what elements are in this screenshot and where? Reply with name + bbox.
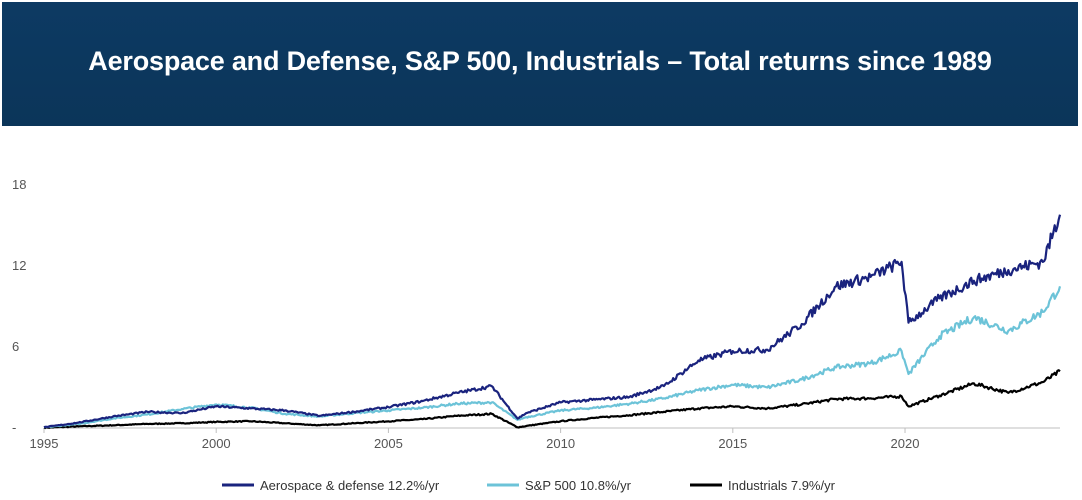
x-tick-label: 2000	[202, 436, 231, 451]
y-tick-label: -	[12, 420, 16, 435]
y-axis: - 6 12 18	[12, 177, 26, 435]
x-tick-label: 1995	[30, 436, 59, 451]
x-tick-label: 2020	[891, 436, 920, 451]
series-line-0	[43, 214, 1062, 429]
y-tick-label: 12	[12, 258, 26, 273]
legend-label: Industrials 7.9%/yr	[728, 478, 836, 493]
x-tick-label: 2010	[546, 436, 575, 451]
title-banner: Aerospace and Defense, S&P 500, Industri…	[2, 2, 1078, 126]
series-line-2	[43, 369, 1061, 430]
legend: Aerospace & defense 12.2%/yr S&P 500 10.8…	[222, 478, 836, 493]
series-line-1	[43, 286, 1062, 429]
y-tick-label: 18	[12, 177, 26, 192]
legend-label: Aerospace & defense 12.2%/yr	[260, 478, 440, 493]
line-chart: - 6 12 18 1995 2000 2005 2010 2015 2020 Aerospac…	[12, 177, 1062, 493]
x-tick-label: 2005	[374, 436, 403, 451]
legend-label: S&P 500 10.8%/yr	[525, 478, 632, 493]
y-tick-label: 6	[12, 339, 19, 354]
x-axis: 1995 2000 2005 2010 2015 2020	[30, 427, 1060, 451]
chart-title: Aerospace and Defense, S&P 500, Industri…	[88, 45, 992, 76]
series-lines	[43, 214, 1062, 430]
x-tick-label: 2015	[718, 436, 747, 451]
